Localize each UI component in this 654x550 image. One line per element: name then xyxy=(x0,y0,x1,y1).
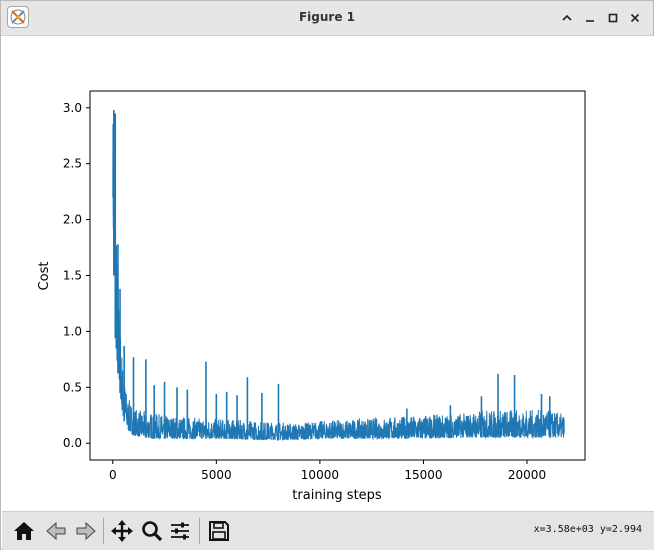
x-tick-label: 0 xyxy=(109,468,117,482)
forward-icon[interactable] xyxy=(72,517,100,545)
toolbar-separator xyxy=(103,518,104,544)
y-tick-label: 0.0 xyxy=(63,436,82,450)
y-tick-label: 1.5 xyxy=(63,269,82,283)
zoom-icon[interactable] xyxy=(138,517,166,545)
minimize-icon[interactable] xyxy=(581,9,599,27)
cost-chart[interactable]: 0 5000 10000 15000 20000 0.0 0.5 1.0 1.5 2.0 2.5 3.… xyxy=(2,36,654,511)
chevron-up-icon[interactable] xyxy=(558,9,576,27)
x-tick-label: 15000 xyxy=(404,468,442,482)
y-tick-label: 2.5 xyxy=(63,157,82,171)
cost-series-line xyxy=(112,123,565,442)
save-icon[interactable] xyxy=(205,517,233,545)
home-icon[interactable] xyxy=(10,517,38,545)
maximize-icon[interactable] xyxy=(604,9,622,27)
y-tick-label: 0.5 xyxy=(63,380,82,394)
pan-icon[interactable] xyxy=(108,517,136,545)
y-tick-label: 3.0 xyxy=(63,101,82,115)
x-tick-label: 10000 xyxy=(301,468,339,482)
toolbar-separator xyxy=(199,518,200,544)
close-icon[interactable] xyxy=(626,9,644,27)
configure-subplots-icon[interactable] xyxy=(166,517,194,545)
window-title: Figure 1 xyxy=(298,10,356,24)
figure-canvas[interactable]: 0 5000 10000 15000 20000 0.0 0.5 1.0 1.5 2.0 2.5 3.… xyxy=(2,36,654,511)
x-tick-label: 20000 xyxy=(508,468,546,482)
y-tick-label: 2.0 xyxy=(63,213,82,227)
navigation-toolbar: x=3.58e+03 y=2.994 xyxy=(2,511,654,550)
title-bar[interactable]: Figure 1 xyxy=(1,1,653,36)
x-axis-label: training steps xyxy=(292,488,382,503)
cursor-coordinates: x=3.58e+03 y=2.994 xyxy=(533,524,642,535)
back-icon[interactable] xyxy=(42,517,70,545)
matplotlib-app-icon xyxy=(7,6,29,28)
x-tick-label: 5000 xyxy=(201,468,232,482)
y-tick-label: 1.0 xyxy=(63,324,82,338)
y-axis-label: Cost xyxy=(37,262,52,291)
